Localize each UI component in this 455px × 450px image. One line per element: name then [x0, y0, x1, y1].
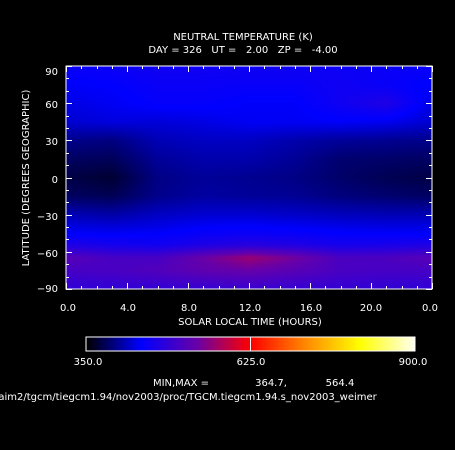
max-value: 564.4	[326, 378, 355, 389]
x-tick-label: 16.0	[300, 303, 322, 314]
colorbar-mid-label: 625.0	[237, 357, 266, 368]
x-tick-label: 20.0	[360, 303, 382, 314]
min-value: 364.7,	[255, 378, 287, 389]
x-axis-label: SOLAR LOCAL TIME (HOURS)	[178, 317, 322, 328]
x-tick-label: 0.0	[422, 303, 438, 314]
y-axis-label: LATITUDE (DEGREES GEOGRAPHIC)	[21, 90, 32, 267]
y-tick-label: −30	[37, 212, 58, 223]
y-tick-label: 0	[52, 175, 58, 186]
y-tick-label: 60	[45, 100, 58, 111]
chart-title: NEUTRAL TEMPERATURE (K)	[173, 32, 313, 43]
colorbar-max-label: 900.0	[399, 357, 428, 368]
axis-ticks	[66, 66, 433, 290]
minmax-label: MIN,MAX =	[153, 378, 209, 389]
x-tick-label: 8.0	[181, 303, 197, 314]
x-tick-label: 12.0	[239, 303, 261, 314]
chart-subtitle: DAY = 326 UT = 2.00 ZP = -4.00	[148, 45, 337, 56]
y-tick-label: −90	[37, 284, 58, 295]
x-tick-label: 0.0	[60, 303, 76, 314]
y-tick-labels: 90 60 30 0 −30 −60 −90	[37, 67, 58, 295]
source-file-path: /aim2/tgcm/tiegcm1.94/nov2003/proc/TGCM.…	[0, 392, 378, 403]
colorbar-min-label: 350.0	[74, 357, 103, 368]
x-tick-label: 4.0	[120, 303, 136, 314]
y-tick-label: 30	[45, 137, 58, 148]
y-tick-label: 90	[45, 67, 58, 78]
y-tick-label: −60	[37, 249, 58, 260]
x-tick-labels: 0.0 4.0 8.0 12.0 16.0 20.0 0.0	[60, 303, 438, 314]
heatmap-plot-area	[66, 66, 432, 289]
